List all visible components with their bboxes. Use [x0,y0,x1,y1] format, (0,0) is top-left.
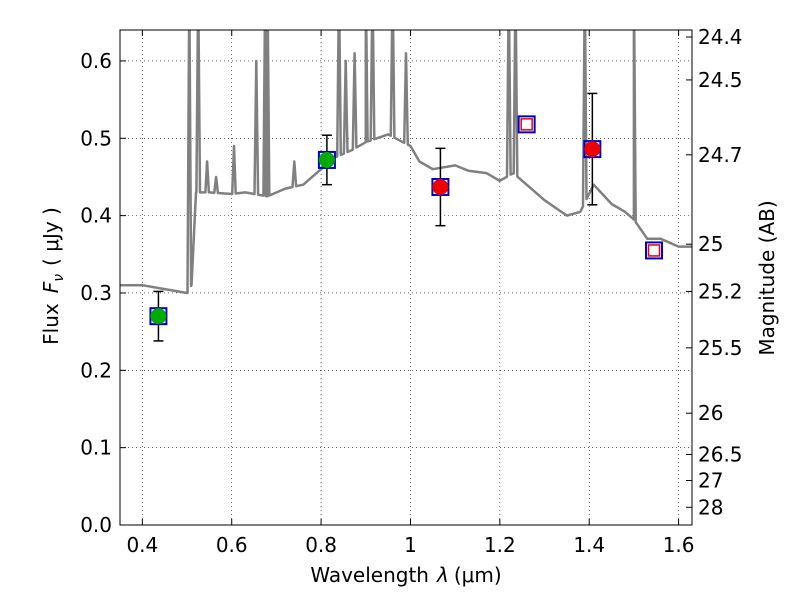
y-axis-label: Flux Fν ( μJy ) [39,207,67,345]
magnitude-tick-label: 25.2 [698,279,743,303]
magnitude-tick-label: 25 [698,232,723,256]
x-axis-label: Wavelength λ (μm) [310,563,501,587]
x-tick-label: 1.6 [663,533,695,557]
magnitude-tick-label: 28 [698,495,723,519]
model-point-box [645,241,664,260]
magnitude-tick-label: 25.5 [698,336,743,360]
magnitude-tick-label: 26.5 [698,442,743,466]
ticks-layer: 0.4 0.6 0.8 1 1.2 1.4 1.6 0.0 0.1 0.2 0.3 0.4 0.5 0.6… [80,25,742,557]
y-tick-label: 0.6 [80,49,112,73]
x-tick-label: 0.8 [305,533,337,557]
model-point-box [517,115,536,134]
y-axis-label-unit: ( μJy ) [39,207,63,266]
x-axis-label-unit: (μm) [454,563,502,587]
magnitude-tick-label: 27 [698,468,723,492]
y-tick-label: 0.0 [80,513,112,537]
photometry-point [584,141,601,158]
x-tick-label: 0.4 [126,533,158,557]
x-axis-label-symbol: λ [436,563,449,587]
y-axis-label-symbol: F [39,281,63,293]
magnitude-tick-label: 26 [698,401,723,425]
spectrum-layer [120,30,692,295]
x-tick-label: 1 [404,533,417,557]
photometry-point [318,151,335,168]
x-tick-label: 1.4 [573,533,605,557]
y-tick-label: 0.2 [80,358,112,382]
model-point-marker [647,244,661,257]
spectrum-line [120,30,692,295]
x-tick-label: 0.6 [216,533,248,557]
y-tick-label: 0.1 [80,436,112,460]
magnitude-tick-label: 24.5 [698,68,743,92]
y-tick-label: 0.4 [80,204,112,228]
plot-frame [119,29,693,526]
y-tick-label: 0.5 [80,126,112,150]
y-axis-label-text: Flux [39,303,63,345]
magnitude-tick-label: 24.4 [698,25,743,49]
photometry-layer [149,92,664,342]
y-axis-label-subscript: ν [51,274,67,282]
photometry-point [150,308,167,325]
x-axis-label-text: Wavelength [310,563,429,587]
y-tick-label: 0.3 [80,281,112,305]
x-tick-label: 1.2 [484,533,516,557]
model-point-marker [520,118,533,131]
photometry-point [432,179,449,196]
right-axis-label: Magnitude (AB) [755,200,779,355]
magnitude-tick-label: 24.7 [698,143,743,167]
